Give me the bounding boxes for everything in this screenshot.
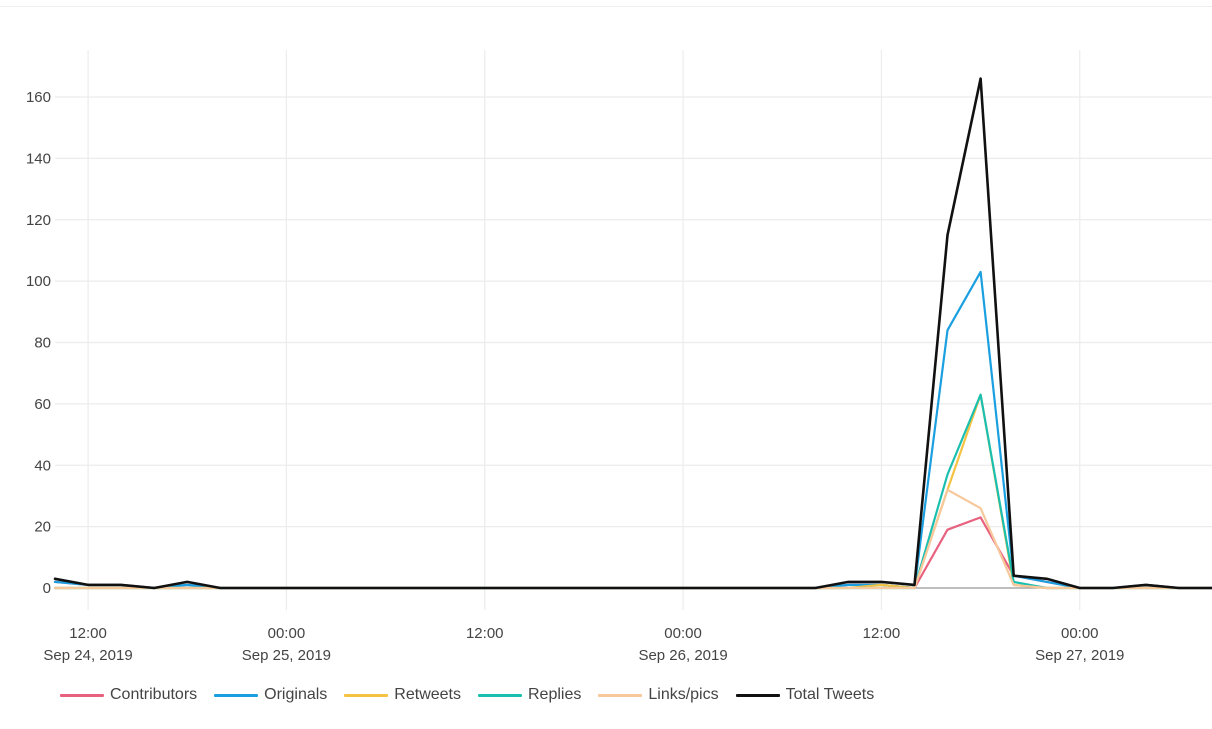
series-line-total-tweets — [53, 77, 1212, 590]
y-tick-label-0: 0 — [43, 580, 51, 597]
legend-item-replies[interactable]: Replies — [478, 686, 581, 704]
y-tick-label-140: 140 — [26, 150, 51, 167]
x-tick-time-0: 12:00 — [69, 625, 107, 642]
x-tick-time-5: 00:00 — [1061, 625, 1099, 642]
series-line-originals — [53, 270, 1212, 590]
y-axis-ticks: 0 20 40 60 80 100 120 140 160 — [26, 89, 51, 597]
legend-swatch-originals — [214, 693, 259, 697]
legend-label-links-pics: Links/pics — [648, 686, 719, 703]
grid-lines — [55, 50, 1212, 610]
legend-label-total-tweets: Total Tweets — [785, 686, 875, 703]
legend-item-originals[interactable]: Originals — [214, 686, 327, 704]
legend-label-originals: Originals — [264, 686, 328, 703]
x-tick-time-2: 12:00 — [466, 625, 504, 642]
legend-swatch-links-pics — [598, 693, 643, 697]
legend-label-replies: Replies — [528, 686, 582, 703]
series-lines — [53, 77, 1212, 590]
y-tick-label-160: 160 — [26, 89, 51, 106]
y-tick-label-60: 60 — [34, 396, 51, 413]
x-tick-time-3: 00:00 — [664, 625, 702, 642]
series-line-links-pics — [53, 488, 1212, 590]
legend-label-contributors: Contributors — [110, 686, 198, 703]
legend-item-links-pics[interactable]: Links/pics — [598, 686, 719, 704]
x-tick-time-1: 00:00 — [268, 625, 306, 642]
series-line-replies — [53, 393, 1212, 590]
top-divider — [0, 6, 1212, 7]
y-tick-label-80: 80 — [34, 335, 51, 352]
legend-item-retweets[interactable]: Retweets — [344, 686, 461, 704]
y-tick-label-20: 20 — [34, 519, 51, 536]
x-tick-date-0: Sep 24, 2019 — [43, 647, 132, 664]
x-tick-time-4: 12:00 — [863, 625, 901, 642]
y-tick-label-40: 40 — [34, 457, 51, 474]
y-tick-label-120: 120 — [26, 212, 51, 229]
legend-item-total-tweets[interactable]: Total Tweets — [735, 686, 875, 704]
legend-item-contributors[interactable]: Contributors — [60, 686, 197, 704]
legend-label-retweets: Retweets — [394, 686, 461, 703]
series-line-retweets — [53, 393, 1212, 590]
x-tick-date-1: Sep 25, 2019 — [242, 647, 331, 664]
chart-legend: Contributors Originals Retweets Replies Link… — [60, 684, 891, 706]
legend-swatch-total-tweets — [735, 693, 780, 697]
x-axis-ticks: 12:00 Sep 24, 2019 00:00 Sep 25, 2019 12:00 0… — [43, 625, 1124, 664]
x-tick-date-3: Sep 26, 2019 — [638, 647, 727, 664]
x-tick-date-5: Sep 27, 2019 — [1035, 647, 1124, 664]
legend-swatch-replies — [478, 693, 522, 697]
y-tick-label-100: 100 — [26, 273, 51, 290]
legend-swatch-contributors — [60, 693, 104, 697]
legend-swatch-retweets — [344, 693, 389, 697]
